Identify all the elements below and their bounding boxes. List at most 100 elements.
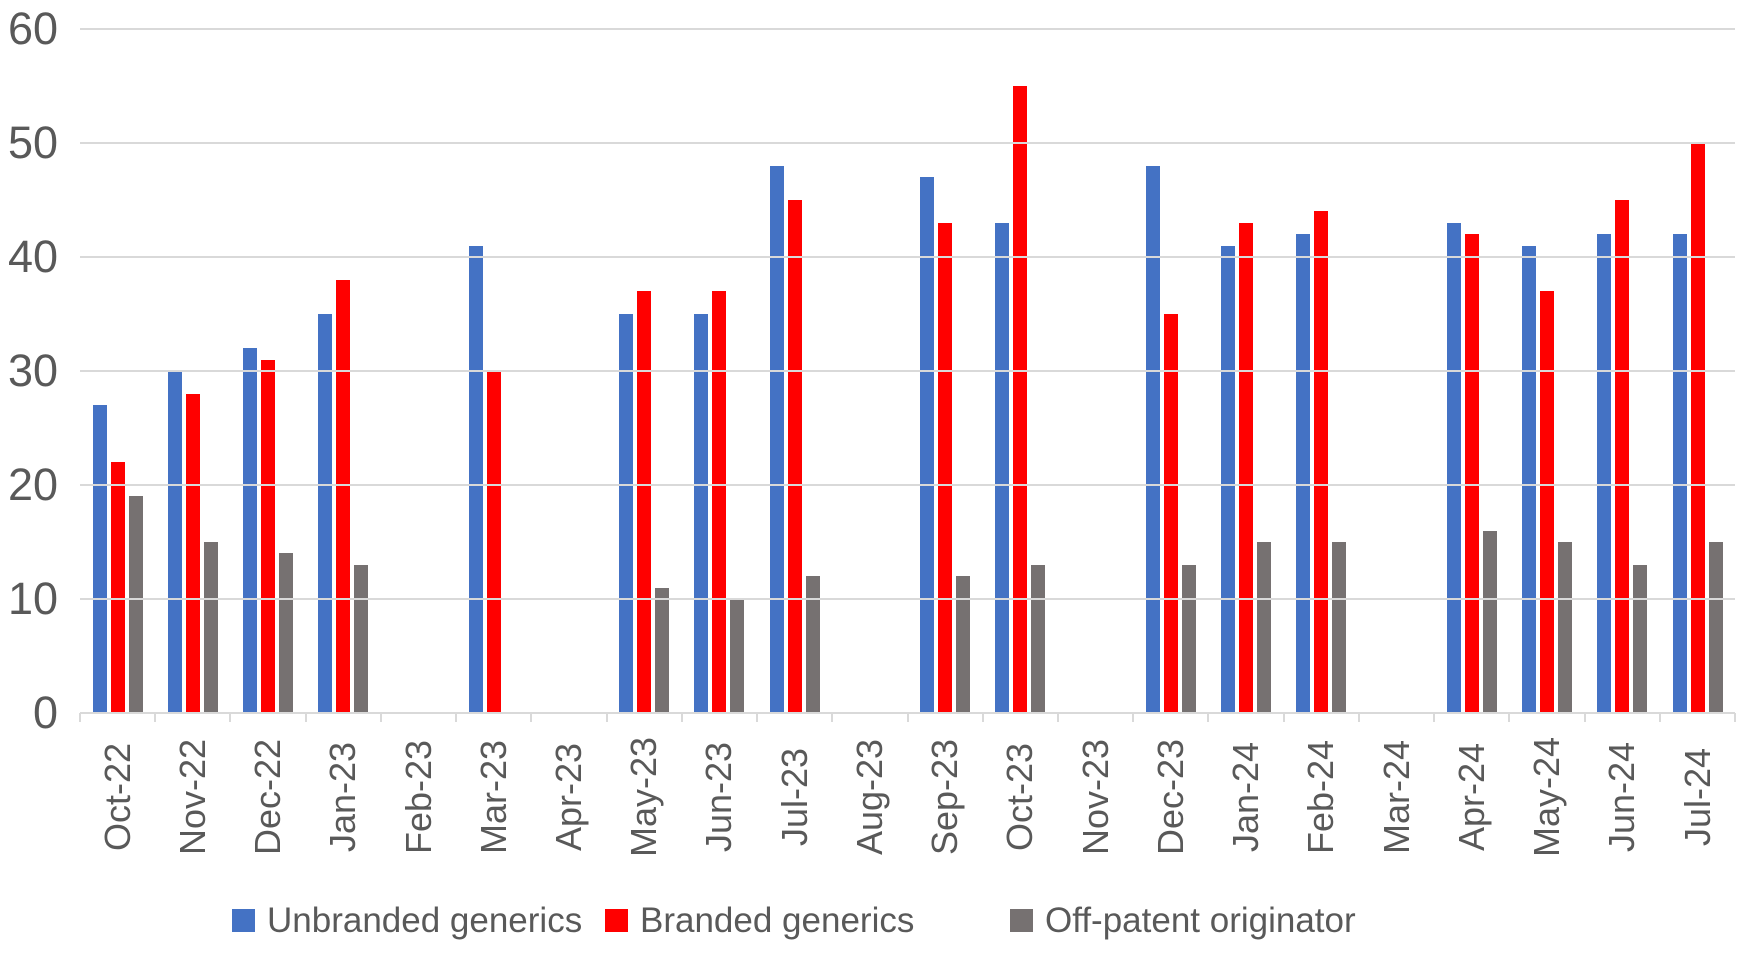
x-axis-tick bbox=[379, 713, 382, 722]
x-axis-label-mar-23: Mar-23 bbox=[472, 739, 514, 855]
x-cell-may-23: May-23 bbox=[607, 727, 682, 867]
x-axis-label-jan-24: Jan-24 bbox=[1225, 741, 1267, 853]
bar-off-patent-originator-feb-24 bbox=[1332, 542, 1347, 713]
x-axis-tick bbox=[1734, 713, 1736, 722]
x-axis-tick bbox=[1357, 713, 1360, 722]
x-cell-dec-22: Dec-22 bbox=[230, 727, 305, 867]
x-axis-label-may-24: May-24 bbox=[1526, 736, 1568, 858]
x-axis-label-oct-22: Oct-22 bbox=[96, 742, 138, 852]
bar-group-may-23 bbox=[607, 29, 682, 713]
x-axis: Oct-22 Nov-22 Dec-22 Jan-23 Feb-23 Mar-23 Apr-… bbox=[80, 727, 1735, 867]
y-axis: 0 10 20 30 40 50 60 bbox=[0, 6, 64, 735]
gridline-10 bbox=[80, 598, 1735, 600]
bar-unbranded-generics-may-24 bbox=[1522, 245, 1537, 713]
x-axis-label-aug-23: Aug-23 bbox=[848, 738, 890, 856]
gridline-40 bbox=[80, 256, 1735, 258]
x-axis-tick bbox=[1132, 713, 1135, 722]
x-axis-tick bbox=[1207, 713, 1210, 722]
bar-group-jul-23 bbox=[757, 29, 832, 713]
legend-swatch-unbranded-generics bbox=[232, 909, 255, 932]
legend-label: Off-patent originator bbox=[1045, 901, 1356, 940]
bar-unbranded-generics-apr-24 bbox=[1446, 222, 1461, 713]
bar-group-feb-24 bbox=[1284, 29, 1359, 713]
x-axis-label-nov-23: Nov-23 bbox=[1074, 738, 1116, 856]
y-axis-label-20: 20 bbox=[7, 459, 58, 510]
x-axis-label-nov-22: Nov-22 bbox=[171, 738, 213, 856]
bar-branded-generics-jun-23 bbox=[712, 291, 727, 713]
x-axis-tick bbox=[229, 713, 232, 722]
x-cell-jan-23: Jan-23 bbox=[306, 727, 381, 867]
bar-branded-generics-jan-24 bbox=[1239, 222, 1254, 713]
bar-group-mar-23 bbox=[456, 29, 531, 713]
x-axis-tick bbox=[1282, 713, 1285, 722]
x-cell-jun-24: Jun-24 bbox=[1585, 727, 1660, 867]
bar-off-patent-originator-dec-23 bbox=[1181, 564, 1196, 713]
bar-unbranded-generics-jun-23 bbox=[694, 314, 709, 713]
bar-branded-generics-may-23 bbox=[637, 291, 652, 713]
bar-group-jun-23 bbox=[682, 29, 757, 713]
bar-branded-generics-jun-24 bbox=[1615, 200, 1630, 713]
bar-branded-generics-dec-22 bbox=[261, 359, 276, 713]
bar-group-jan-24 bbox=[1209, 29, 1284, 713]
gridline-60 bbox=[80, 28, 1735, 30]
x-axis-tick bbox=[605, 713, 608, 722]
bar-branded-generics-mar-23 bbox=[486, 371, 501, 713]
x-cell-jul-24: Jul-24 bbox=[1660, 727, 1735, 867]
bar-branded-generics-jul-24 bbox=[1690, 143, 1705, 713]
x-axis-label-oct-23: Oct-23 bbox=[999, 742, 1041, 852]
x-axis-label-feb-24: Feb-24 bbox=[1300, 739, 1342, 855]
y-axis-label-50: 50 bbox=[7, 117, 58, 168]
gridline-30 bbox=[80, 370, 1735, 372]
x-axis-label-jun-23: Jun-23 bbox=[698, 741, 740, 853]
bar-unbranded-generics-feb-24 bbox=[1296, 234, 1311, 713]
x-axis-label-apr-23: Apr-23 bbox=[548, 742, 590, 852]
gridline-20 bbox=[80, 484, 1735, 486]
x-axis-tick bbox=[981, 713, 984, 722]
bar-branded-generics-oct-23 bbox=[1013, 86, 1028, 713]
x-cell-may-24: May-24 bbox=[1509, 727, 1584, 867]
x-axis-tick bbox=[1583, 713, 1586, 722]
legend-swatch-branded-generics bbox=[605, 909, 628, 932]
legend: Unbranded generics Branded generics Off-… bbox=[0, 903, 1737, 943]
bar-unbranded-generics-sep-23 bbox=[920, 177, 935, 713]
bar-branded-generics-feb-24 bbox=[1314, 211, 1329, 713]
x-axis-label-dec-22: Dec-22 bbox=[247, 738, 289, 856]
bar-off-patent-originator-dec-22 bbox=[279, 553, 294, 713]
bar-group-oct-23 bbox=[983, 29, 1058, 713]
y-axis-label-0: 0 bbox=[32, 687, 58, 738]
x-cell-jan-24: Jan-24 bbox=[1209, 727, 1284, 867]
x-axis-tick bbox=[79, 713, 81, 722]
x-axis-label-may-23: May-23 bbox=[623, 736, 665, 858]
bar-unbranded-generics-oct-23 bbox=[995, 222, 1010, 713]
bar-off-patent-originator-jan-24 bbox=[1257, 542, 1272, 713]
bar-unbranded-generics-nov-22 bbox=[167, 371, 182, 713]
legend-item-off-patent-originator: Off-patent originator bbox=[1010, 903, 1356, 938]
bar-off-patent-originator-jun-23 bbox=[730, 599, 745, 713]
x-axis-label-sep-23: Sep-23 bbox=[924, 738, 966, 856]
x-axis-tick bbox=[1508, 713, 1511, 722]
x-cell-oct-22: Oct-22 bbox=[80, 727, 155, 867]
x-axis-label-mar-24: Mar-24 bbox=[1375, 739, 1417, 855]
x-axis-tick bbox=[455, 713, 458, 722]
bar-off-patent-originator-jun-24 bbox=[1633, 564, 1648, 713]
bar-group-dec-22 bbox=[230, 29, 305, 713]
bar-branded-generics-may-24 bbox=[1540, 291, 1555, 713]
x-axis-tick bbox=[756, 713, 759, 722]
y-axis-label-40: 40 bbox=[7, 231, 58, 282]
bar-unbranded-generics-oct-22 bbox=[92, 405, 107, 713]
gridline-50 bbox=[80, 142, 1735, 144]
x-axis-label-jan-23: Jan-23 bbox=[322, 741, 364, 853]
legend-label: Unbranded generics bbox=[267, 901, 583, 940]
x-cell-apr-23: Apr-23 bbox=[531, 727, 606, 867]
bar-group-jan-23 bbox=[306, 29, 381, 713]
x-axis-tick bbox=[154, 713, 157, 722]
bar-unbranded-generics-may-23 bbox=[619, 314, 634, 713]
x-cell-mar-24: Mar-24 bbox=[1359, 727, 1434, 867]
bar-branded-generics-oct-22 bbox=[110, 462, 125, 713]
bar-off-patent-originator-nov-22 bbox=[203, 542, 218, 713]
x-cell-oct-23: Oct-23 bbox=[983, 727, 1058, 867]
bar-off-patent-originator-oct-22 bbox=[128, 496, 143, 713]
y-axis-label-30: 30 bbox=[7, 345, 58, 396]
x-axis-tick bbox=[906, 713, 909, 722]
